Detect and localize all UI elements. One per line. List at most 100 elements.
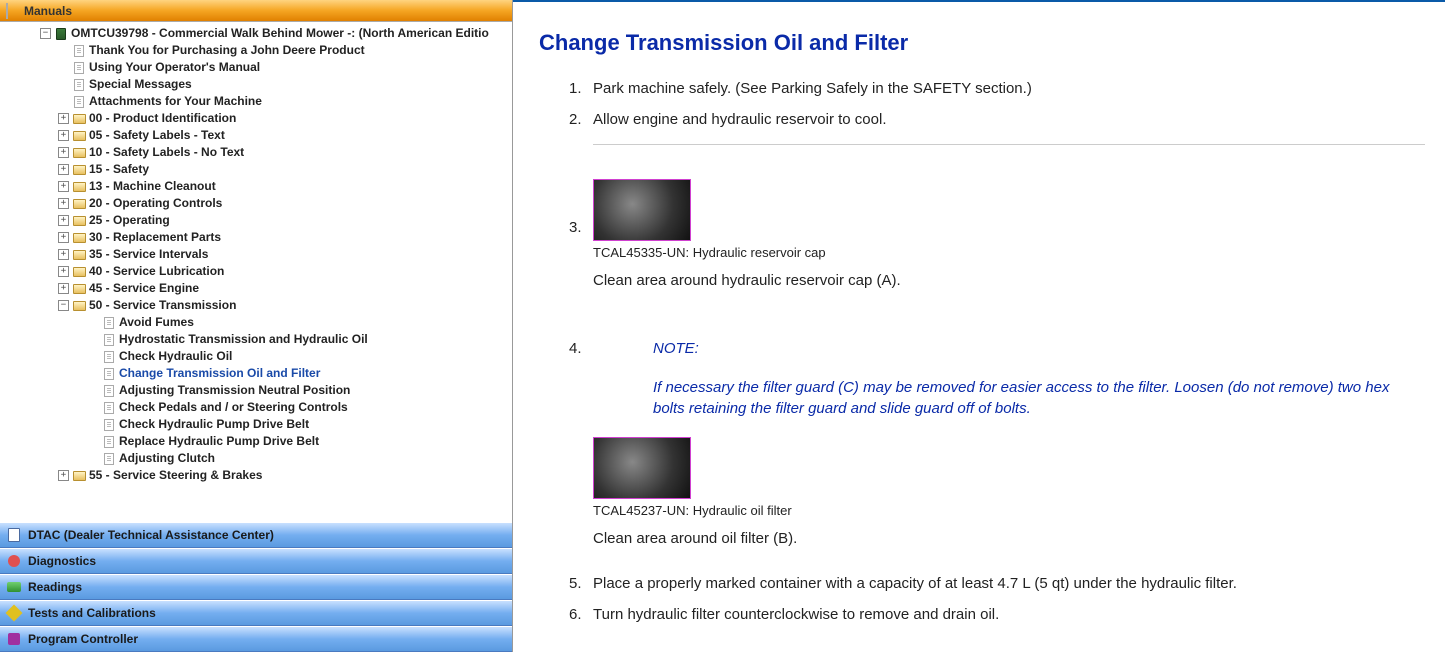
expand-icon[interactable]: +	[58, 283, 69, 294]
tree-node-label: Thank You for Purchasing a John Deere Pr…	[89, 42, 365, 59]
bottom-nav: DTAC (Dealer Technical Assistance Center…	[0, 522, 512, 652]
expand-icon[interactable]: +	[58, 181, 69, 192]
step-number: 4.	[569, 340, 593, 561]
tree-node-label: 55 - Service Steering & Brakes	[89, 467, 262, 484]
expand-icon[interactable]: +	[58, 470, 69, 481]
expand-icon[interactable]: +	[58, 164, 69, 175]
tree-node-label: Change Transmission Oil and Filter	[119, 365, 320, 382]
tree-node[interactable]: Adjusting Transmission Neutral Position	[10, 382, 512, 399]
tree-header: Manuals	[0, 0, 512, 22]
tree-node[interactable]: Change Transmission Oil and Filter	[10, 365, 512, 382]
tree-node[interactable]: +40 - Service Lubrication	[10, 263, 512, 280]
tree-node[interactable]: +45 - Service Engine	[10, 280, 512, 297]
folder-icon	[72, 130, 86, 142]
figure-image	[593, 437, 691, 499]
step-text: Place a properly marked container with a…	[593, 575, 1425, 592]
tree-node[interactable]: +35 - Service Intervals	[10, 246, 512, 263]
tree-node[interactable]: Check Hydraulic Pump Drive Belt	[10, 416, 512, 433]
tree-node-label: 05 - Safety Labels - Text	[89, 127, 225, 144]
tests-icon	[6, 605, 22, 621]
spacer	[58, 45, 69, 56]
tree-node[interactable]: Attachments for Your Machine	[10, 93, 512, 110]
collapse-icon[interactable]: −	[58, 300, 69, 311]
step-number: 3.	[569, 219, 593, 236]
tree-node-label: 20 - Operating Controls	[89, 195, 222, 212]
tree-node-label: Avoid Fumes	[119, 314, 194, 331]
tree-node-label: OMTCU39798 - Commercial Walk Behind Mowe…	[71, 25, 489, 42]
tree-node-label: 35 - Service Intervals	[89, 246, 208, 263]
tree-section-open[interactable]: − 50 - Service Transmission	[10, 297, 512, 314]
nav-label: Program Controller	[28, 632, 138, 646]
tree-node[interactable]: +20 - Operating Controls	[10, 195, 512, 212]
tree-node-label: Adjusting Transmission Neutral Position	[119, 382, 350, 399]
step-4: 4. NOTE: If necessary the filter guard (…	[569, 340, 1425, 561]
tree-node[interactable]: Replace Hydraulic Pump Drive Belt	[10, 433, 512, 450]
tree-node-label: Using Your Operator's Manual	[89, 59, 260, 76]
expand-icon[interactable]: +	[58, 266, 69, 277]
tree-node[interactable]: Using Your Operator's Manual	[10, 59, 512, 76]
expand-icon[interactable]: +	[58, 198, 69, 209]
tree-node[interactable]: +10 - Safety Labels - No Text	[10, 144, 512, 161]
tree-node-label: 45 - Service Engine	[89, 280, 199, 297]
tree-node[interactable]: Special Messages	[10, 76, 512, 93]
expand-icon[interactable]: +	[58, 215, 69, 226]
spacer	[88, 351, 99, 362]
tree-node[interactable]: +15 - Safety	[10, 161, 512, 178]
expand-icon[interactable]: +	[58, 113, 69, 124]
tree-node[interactable]: +05 - Safety Labels - Text	[10, 127, 512, 144]
folder-icon	[72, 181, 86, 193]
expand-icon[interactable]: +	[58, 232, 69, 243]
note-text: If necessary the filter guard (C) may be…	[653, 377, 1425, 419]
folder-icon	[72, 147, 86, 159]
tree-node[interactable]: Check Hydraulic Oil	[10, 348, 512, 365]
spacer	[88, 453, 99, 464]
tree-node[interactable]: +25 - Operating	[10, 212, 512, 229]
folder-icon	[72, 232, 86, 244]
tree-node[interactable]: Hydrostatic Transmission and Hydraulic O…	[10, 331, 512, 348]
folder-icon	[72, 470, 86, 482]
folder-icon	[72, 283, 86, 295]
tree-node[interactable]: Check Pedals and / or Steering Controls	[10, 399, 512, 416]
note-label: NOTE:	[653, 340, 1425, 357]
divider	[593, 144, 1425, 145]
nav-label: Readings	[28, 580, 82, 594]
tree-node[interactable]: Thank You for Purchasing a John Deere Pr…	[10, 42, 512, 59]
spacer	[88, 368, 99, 379]
tree-node-label: 30 - Replacement Parts	[89, 229, 221, 246]
tree-area[interactable]: − OMTCU39798 - Commercial Walk Behind Mo…	[0, 22, 512, 522]
spacer	[58, 79, 69, 90]
nav-label: Diagnostics	[28, 554, 96, 568]
tree-node[interactable]: Avoid Fumes	[10, 314, 512, 331]
nav-tests[interactable]: Tests and Calibrations	[0, 600, 512, 626]
tree-node[interactable]: +13 - Machine Cleanout	[10, 178, 512, 195]
manuals-icon	[6, 4, 20, 18]
tree-node-label: Attachments for Your Machine	[89, 93, 262, 110]
nav-readings[interactable]: Readings	[0, 574, 512, 600]
figure-caption: TCAL45237-UN: Hydraulic oil filter	[593, 503, 1425, 518]
step-2: 2. Allow engine and hydraulic reservoir …	[569, 111, 1425, 165]
nav-dtac[interactable]: DTAC (Dealer Technical Assistance Center…	[0, 522, 512, 548]
content-panel: Change Transmission Oil and Filter 1. Pa…	[513, 0, 1445, 652]
page-icon	[102, 317, 116, 329]
nav-label: Tests and Calibrations	[28, 606, 156, 620]
tree-root-node[interactable]: − OMTCU39798 - Commercial Walk Behind Mo…	[10, 25, 512, 42]
collapse-icon[interactable]: −	[40, 28, 51, 39]
step-list: 1. Park machine safely. (See Parking Saf…	[539, 80, 1425, 623]
spacer	[88, 334, 99, 345]
tree-node[interactable]: +30 - Replacement Parts	[10, 229, 512, 246]
nav-diagnostics[interactable]: Diagnostics	[0, 548, 512, 574]
spacer	[88, 317, 99, 328]
expand-icon[interactable]: +	[58, 130, 69, 141]
page-icon	[72, 62, 86, 74]
expand-icon[interactable]: +	[58, 249, 69, 260]
expand-icon[interactable]: +	[58, 147, 69, 158]
tree-node[interactable]: Adjusting Clutch	[10, 450, 512, 467]
step-number: 5.	[569, 575, 593, 592]
nav-program-controller[interactable]: Program Controller	[0, 626, 512, 652]
figure-image	[593, 179, 691, 241]
folder-icon	[72, 249, 86, 261]
diagnostics-icon	[6, 553, 22, 569]
tree-node[interactable]: +00 - Product Identification	[10, 110, 512, 127]
tree-node[interactable]: +55 - Service Steering & Brakes	[10, 467, 512, 484]
step-6: 6. Turn hydraulic filter counterclockwis…	[569, 606, 1425, 623]
